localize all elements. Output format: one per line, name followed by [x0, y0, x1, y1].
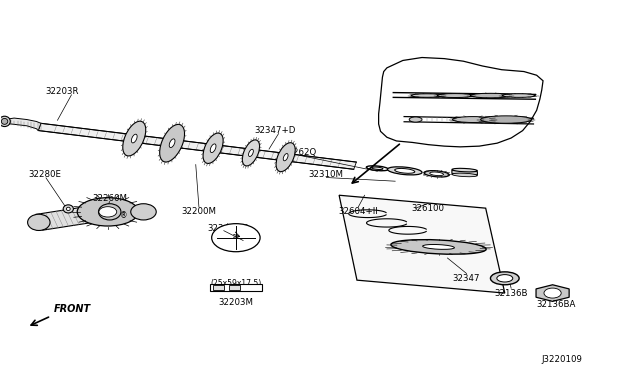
- Ellipse shape: [372, 167, 383, 170]
- Ellipse shape: [387, 167, 422, 175]
- Ellipse shape: [409, 117, 422, 122]
- Text: 32203R: 32203R: [45, 87, 79, 96]
- Text: 32310M: 32310M: [309, 170, 344, 179]
- Polygon shape: [35, 204, 110, 230]
- Ellipse shape: [452, 173, 477, 177]
- Polygon shape: [536, 285, 569, 301]
- Text: FRONT: FRONT: [54, 305, 91, 314]
- Circle shape: [99, 207, 116, 217]
- Ellipse shape: [437, 94, 473, 97]
- Text: J3220109: J3220109: [541, 355, 582, 364]
- Ellipse shape: [422, 244, 454, 249]
- Text: 32280E: 32280E: [28, 170, 61, 179]
- Ellipse shape: [131, 204, 156, 220]
- Ellipse shape: [284, 154, 288, 161]
- Ellipse shape: [99, 204, 121, 220]
- Polygon shape: [379, 58, 543, 147]
- Ellipse shape: [0, 116, 10, 126]
- Bar: [210, 284, 262, 291]
- Ellipse shape: [424, 171, 449, 177]
- Ellipse shape: [366, 166, 388, 171]
- Text: 32347: 32347: [453, 274, 480, 283]
- Ellipse shape: [67, 207, 70, 211]
- Text: 32347+D: 32347+D: [255, 126, 296, 135]
- Ellipse shape: [395, 169, 415, 173]
- Ellipse shape: [203, 133, 223, 163]
- Circle shape: [544, 288, 561, 298]
- Ellipse shape: [470, 93, 511, 98]
- Ellipse shape: [1, 118, 8, 124]
- Ellipse shape: [248, 149, 253, 157]
- Ellipse shape: [502, 94, 536, 97]
- Ellipse shape: [123, 121, 146, 156]
- Text: 32203M: 32203M: [218, 298, 253, 307]
- Polygon shape: [4, 118, 41, 131]
- Bar: [229, 285, 241, 290]
- Ellipse shape: [481, 116, 532, 123]
- Ellipse shape: [63, 205, 74, 213]
- Text: 32349MC: 32349MC: [207, 224, 248, 233]
- Ellipse shape: [497, 275, 513, 282]
- Ellipse shape: [429, 172, 444, 176]
- Ellipse shape: [490, 272, 519, 285]
- Polygon shape: [452, 170, 477, 175]
- Ellipse shape: [159, 124, 184, 162]
- Text: ®: ®: [120, 211, 127, 220]
- Text: 32200M: 32200M: [181, 207, 216, 217]
- Ellipse shape: [243, 140, 260, 166]
- Ellipse shape: [169, 139, 175, 148]
- Text: 32136BA: 32136BA: [536, 300, 575, 309]
- Text: 32604+ΙΙ: 32604+ΙΙ: [339, 207, 378, 217]
- Polygon shape: [339, 195, 505, 293]
- Bar: [213, 285, 225, 290]
- Text: 326100: 326100: [412, 203, 445, 213]
- Text: 32262Q: 32262Q: [282, 148, 317, 157]
- Ellipse shape: [391, 240, 486, 254]
- Text: (25x59x17.5): (25x59x17.5): [211, 279, 262, 288]
- Ellipse shape: [452, 169, 477, 172]
- Ellipse shape: [131, 134, 137, 143]
- Circle shape: [212, 224, 260, 252]
- Ellipse shape: [28, 214, 50, 231]
- Ellipse shape: [210, 144, 216, 153]
- Ellipse shape: [77, 198, 138, 226]
- Ellipse shape: [452, 116, 493, 122]
- Ellipse shape: [411, 94, 443, 97]
- Text: 32136B: 32136B: [495, 289, 528, 298]
- Text: 32260M: 32260M: [92, 195, 127, 203]
- Ellipse shape: [276, 143, 295, 171]
- Polygon shape: [38, 123, 356, 169]
